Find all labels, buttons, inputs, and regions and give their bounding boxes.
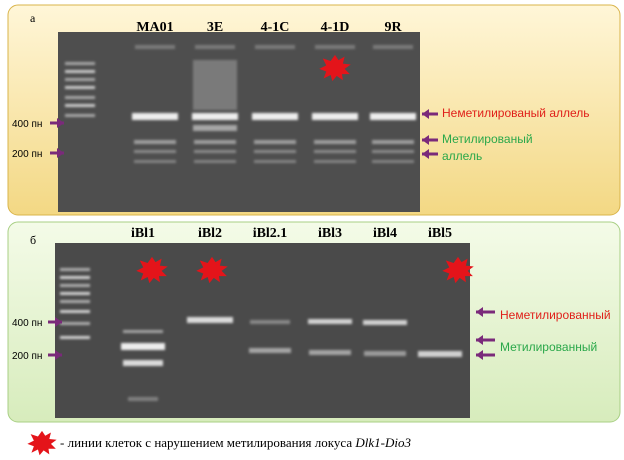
- band: [134, 140, 176, 144]
- band: [128, 397, 158, 401]
- band: [60, 300, 90, 303]
- arrow-head: [422, 149, 429, 159]
- band: [312, 113, 358, 120]
- band: [372, 140, 414, 144]
- band: [370, 113, 416, 120]
- band: [255, 45, 295, 49]
- band: [60, 310, 90, 313]
- band: [187, 317, 233, 323]
- band: [363, 320, 407, 325]
- band: [418, 351, 462, 357]
- band: [315, 45, 355, 49]
- arrow-head: [476, 350, 483, 360]
- band: [65, 114, 95, 117]
- band: [254, 150, 296, 153]
- band: [134, 150, 176, 153]
- band: [314, 160, 356, 163]
- band: [60, 268, 90, 271]
- band: [192, 113, 238, 120]
- band: [60, 322, 90, 325]
- band: [314, 140, 356, 144]
- band: [123, 330, 163, 333]
- lane-label: iBl2.1: [253, 226, 288, 241]
- band: [309, 350, 351, 355]
- band: [314, 150, 356, 153]
- band: [135, 45, 175, 49]
- annotation: Метилированный: [500, 340, 597, 354]
- arrow-head: [55, 317, 62, 327]
- arrow-head: [476, 335, 483, 345]
- arrow-head: [476, 307, 483, 317]
- band: [194, 160, 236, 163]
- band: [252, 113, 298, 120]
- arrow-head: [57, 148, 64, 158]
- band: [65, 62, 95, 65]
- band: [60, 276, 90, 279]
- band: [60, 292, 90, 295]
- band: [193, 60, 237, 110]
- lane-label: MA01: [136, 20, 173, 35]
- band: [194, 140, 236, 144]
- legend-text: - линии клеток с нарушением метилировани…: [60, 435, 411, 450]
- lane-label: 9R: [384, 20, 402, 35]
- band: [372, 160, 414, 163]
- band: [60, 336, 90, 339]
- band: [372, 150, 414, 153]
- band: [65, 96, 95, 99]
- band: [121, 343, 165, 350]
- band: [132, 113, 178, 120]
- marker-label: 400 пн: [12, 119, 42, 130]
- band: [308, 319, 352, 324]
- arrow-head: [57, 118, 64, 128]
- bands: [60, 45, 462, 401]
- arrow-head: [422, 135, 429, 145]
- arrow-head: [422, 109, 429, 119]
- band: [193, 125, 237, 131]
- lane-label: iBl4: [373, 226, 397, 241]
- panel-label: б: [30, 233, 36, 247]
- annotation: Неметилированый аллель: [442, 106, 590, 120]
- band: [60, 284, 90, 287]
- lane-label: iBl1: [131, 226, 155, 241]
- band: [249, 348, 291, 353]
- lane-label: iBl5: [428, 226, 452, 241]
- band: [65, 86, 95, 89]
- band: [65, 78, 95, 81]
- gel-a: [58, 32, 420, 212]
- band: [194, 150, 236, 153]
- marker-label: 200 пн: [12, 149, 42, 160]
- lane-label: 3E: [207, 20, 223, 35]
- lane-label: 4-1D: [321, 20, 350, 35]
- band: [373, 45, 413, 49]
- lane-label: 4-1C: [261, 20, 290, 35]
- arrow-head: [55, 350, 62, 360]
- annotation: Неметилированный: [500, 308, 611, 322]
- lane-label: iBl2: [198, 226, 222, 241]
- marker-label: 400 пн: [12, 318, 42, 329]
- gel-b: [55, 243, 470, 418]
- band: [65, 70, 95, 73]
- band: [65, 104, 95, 107]
- lane-label: iBl3: [318, 226, 342, 241]
- band: [123, 360, 163, 366]
- band: [250, 320, 290, 324]
- band: [195, 45, 235, 49]
- annotation: аллель: [442, 149, 482, 163]
- band: [364, 351, 406, 356]
- band: [254, 140, 296, 144]
- band: [254, 160, 296, 163]
- band: [134, 160, 176, 163]
- panel-label: а: [30, 11, 36, 25]
- legend-splat: [27, 430, 57, 456]
- annotation: Метилированый: [442, 132, 533, 146]
- marker-label: 200 пн: [12, 351, 42, 362]
